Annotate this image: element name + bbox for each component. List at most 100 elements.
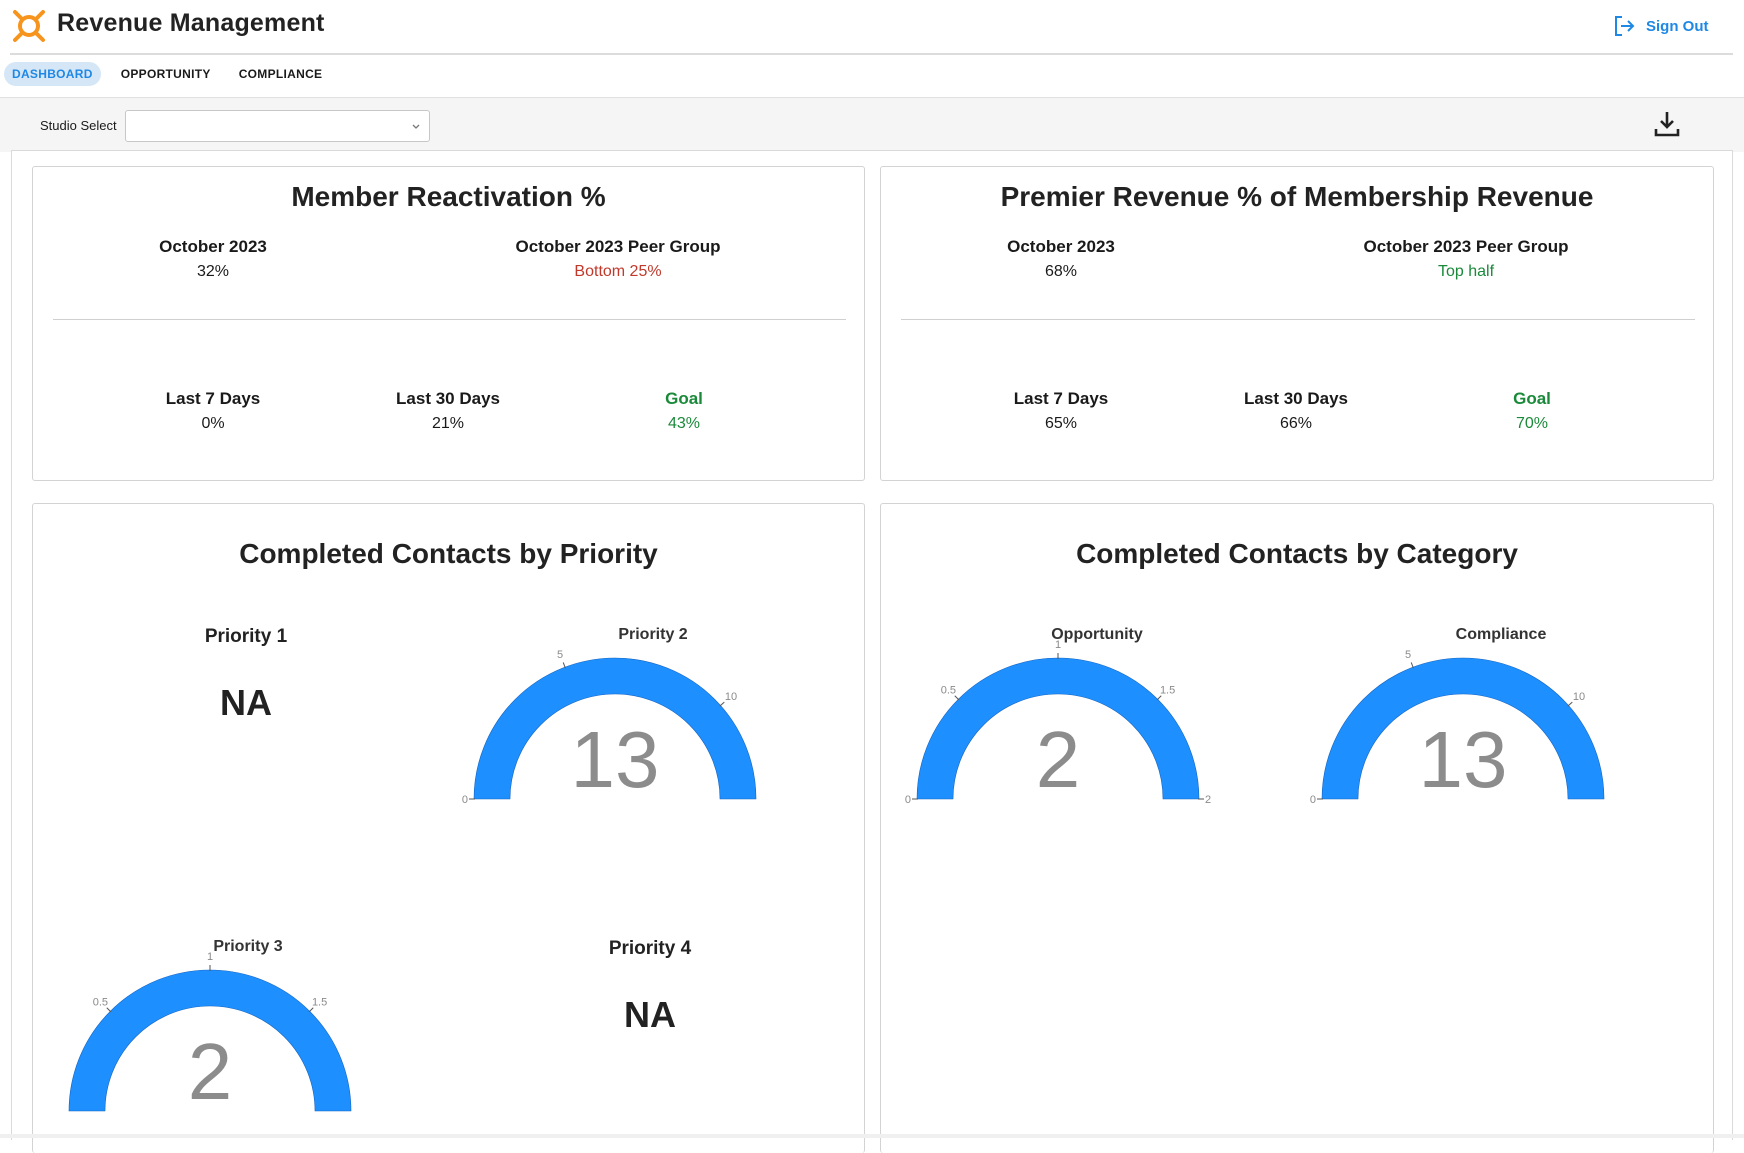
tab-compliance[interactable]: COMPLIANCE [238,67,323,81]
card-title: Completed Contacts by Category [1076,538,1518,569]
opportunity-title: Opportunity [1051,626,1143,643]
tab-dashboard[interactable]: DASHBOARD [4,62,101,86]
nav-tabs: DASHBOARD OPPORTUNITY COMPLIANCE [4,62,330,88]
goal-value: 70% [1515,415,1549,432]
card-divider [53,319,846,320]
compliance-gauge: 0 5 10 13 [1310,649,1605,806]
metric-label: October 2023 [1007,237,1115,256]
gauge-value-label: 2 [188,1027,233,1116]
sign-out-label: Sign Out [1646,17,1709,35]
gauge-tick-label: 2 [1205,794,1211,806]
chevron-down-icon [412,124,420,129]
gauge-tick-label: 0 [462,794,468,806]
gauge-tick-label: 1.5 [1160,684,1175,696]
priority-2-gauge: 0 5 10 13 [462,649,757,806]
metric-label: October 2023 [159,237,267,256]
priority-1-title: Priority 1 [204,626,288,647]
peer-group-value: Bottom 25% [574,263,662,280]
metric-value: 65% [1044,415,1078,432]
gauge-tick-label: 5 [557,649,563,661]
compliance-title: Compliance [1455,626,1547,643]
brand-logo-icon [13,10,45,42]
last30-metric: Last 30 Days 66% [1244,389,1348,433]
peer-group-value: Top half [1437,263,1495,280]
gauge-tick-mark [562,662,566,669]
gauge-value-label: 13 [1419,715,1508,804]
studio-select-label: Studio Select [40,118,117,133]
gauge-tick-label: 0.5 [941,684,956,696]
gauge-arc [1321,657,1605,800]
gauge-tick-label: 1 [1055,639,1061,651]
gauge-value-label: 2 [1036,715,1081,804]
download-icon [1654,112,1680,137]
download-button[interactable] [1652,108,1682,140]
header-divider [10,53,1733,55]
priority-3-title: Priority 3 [213,938,283,955]
goal-metric: Goal 70% [1513,389,1551,433]
gauge-tick-label: 0 [1310,794,1316,806]
metric-label: October 2023 Peer Group [1363,237,1569,256]
peer-group-metric: October 2023 Peer Group Bottom 25% [515,237,720,281]
gauge-tick-label: 0 [905,794,911,806]
card-divider [901,319,1695,320]
goal-metric: Goal 43% [665,389,703,433]
metric-label: October 2023 Peer Group [515,237,721,256]
metric-value: 68% [1044,263,1078,280]
priority-4-title: Priority 4 [608,938,692,959]
month-metric: October 2023 68% [1007,237,1115,281]
gauge-tick-mark [308,1007,314,1013]
goal-label: Goal [1513,389,1551,408]
priority-4-value: NA [624,994,676,1035]
gauge-tick-label: 10 [725,691,737,703]
opportunity-gauge: 0 0.5 1 1.5 2 2 [905,639,1211,806]
priority-contacts-card: Completed Contacts by Priority Priority … [32,503,865,1153]
card-title: Completed Contacts by Priority [239,538,658,569]
gauge-tick-label: 10 [1573,691,1585,703]
app-header: Revenue Management Sign Out [0,0,1744,55]
gauge-tick-mark [1410,662,1414,669]
card-title: Premier Revenue % of Membership Revenue [1000,181,1594,212]
gauge-arc [916,657,1200,800]
last30-metric: Last 30 Days 21% [396,389,500,433]
studio-select-dropdown[interactable] [125,110,430,142]
gauge-tick-mark [106,1007,112,1013]
metric-label: Last 7 Days [165,389,261,408]
peer-group-metric: October 2023 Peer Group Top half [1363,237,1568,281]
gauge-tick-label: 1 [207,951,213,963]
gauge-tick-label: 5 [1405,649,1411,661]
category-contacts-card: Completed Contacts by Category Opportuni… [880,503,1714,1153]
sign-out-button[interactable]: Sign Out [1612,14,1709,38]
premier-revenue-card: Premier Revenue % of Membership Revenue … [880,166,1714,481]
tab-opportunity[interactable]: OPPORTUNITY [120,67,211,81]
gauge-tick-label: 1.5 [312,996,327,1008]
priority-2-title: Priority 2 [618,626,688,643]
metric-label: Last 7 Days [1013,389,1109,408]
gauge-tick-mark [1567,701,1573,707]
metric-label: Last 30 Days [1244,389,1348,408]
filter-toolbar: Studio Select [0,98,1744,152]
metric-label: Last 30 Days [396,389,500,408]
bottom-edge [0,1134,1744,1138]
gauge-tick-mark [719,701,725,707]
gauge-arc [473,657,757,800]
member-reactivation-card: Member Reactivation % October 2023 32% O… [32,166,865,481]
metric-value: 21% [431,415,465,432]
month-metric: October 2023 32% [159,237,267,281]
metric-value: 66% [1279,415,1313,432]
gauge-tick-mark [954,695,960,701]
priority-1-value: NA [220,682,272,723]
last7-metric: Last 7 Days 0% [166,389,261,433]
gauge-tick-mark [1156,695,1162,701]
gauge-tick-label: 0.5 [93,996,108,1008]
sign-out-icon [1615,16,1635,36]
gauge-arc [68,969,352,1112]
goal-value: 43% [667,415,701,432]
gauge-value-label: 13 [571,715,660,804]
goal-label: Goal [665,389,703,408]
metric-value: 32% [196,263,230,280]
tabs-divider [0,97,1744,98]
metric-value: 0% [201,415,225,432]
app-title: Revenue Management [57,9,325,37]
priority-3-gauge: 0.5 1 1.5 2 [68,951,352,1116]
dashboard-main: Member Reactivation % October 2023 32% O… [11,150,1733,1153]
